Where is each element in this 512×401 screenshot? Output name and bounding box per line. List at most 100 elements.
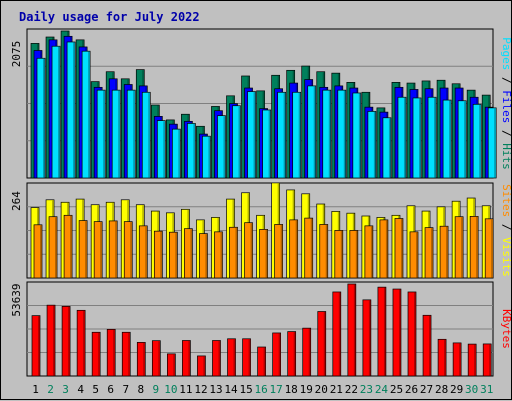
bar-kbytes-day-18: [287, 331, 297, 377]
bar-sites-day-16: [259, 229, 268, 279]
bar-shade: [358, 93, 361, 178]
bar-shade: [449, 100, 451, 178]
bar-shade: [128, 332, 130, 376]
bar-sites-day-30: [469, 216, 479, 279]
bar-shade: [459, 343, 461, 376]
x-tick-label-day-9: 9: [153, 383, 160, 396]
x-tick-label-day-4: 4: [77, 383, 84, 396]
bar-shade: [88, 51, 90, 178]
bar-kbytes-day-8: [136, 342, 146, 377]
bar-shade: [145, 226, 147, 278]
x-tick-label-day-14: 14: [224, 383, 238, 396]
bar-kbytes-day-1: [31, 315, 41, 377]
bar-pages-day-20: [322, 89, 332, 179]
bar-shade: [280, 224, 283, 278]
bar-pages-day-8: [141, 91, 151, 179]
bar-kbytes-day-28: [437, 338, 447, 377]
bar-shade: [100, 222, 102, 278]
bar-shade: [283, 92, 286, 178]
bar-shade: [85, 221, 87, 278]
legend-sites: Sites: [500, 184, 512, 217]
bar-pages-day-7: [126, 89, 136, 179]
bar-shade: [414, 292, 416, 376]
bar-shade: [193, 123, 195, 178]
bar-sites-day-18: [289, 219, 299, 279]
bar-shade: [431, 228, 433, 278]
x-tick-label-day-22: 22: [345, 383, 358, 396]
bar-shade: [263, 347, 266, 376]
x-tick-label-day-15: 15: [239, 383, 252, 396]
bar-pages-day-28: [442, 99, 452, 179]
bar-shade: [40, 225, 42, 278]
bar-kbytes-day-12: [197, 355, 206, 377]
bar-pages-day-29: [457, 100, 467, 179]
bar-sites-day-12: [199, 233, 208, 279]
bar-kbytes-day-19: [302, 327, 312, 377]
x-tick-label-day-2: 2: [47, 383, 54, 396]
bar-pages-day-6: [111, 89, 121, 179]
bar-kbytes-day-15: [242, 338, 251, 377]
bar-shade: [163, 121, 165, 178]
x-tick-label-day-26: 26: [405, 383, 418, 396]
bar-kbytes-day-6: [106, 329, 116, 377]
bar-shade: [464, 101, 466, 178]
bar-sites-day-1: [33, 224, 43, 279]
bar-pages-day-25: [397, 96, 407, 179]
bar-kbytes-day-9: [151, 340, 161, 377]
x-tick-label-day-21: 21: [330, 383, 343, 396]
bar-sites-day-10: [169, 231, 178, 279]
bar-kbytes-day-4: [76, 309, 86, 377]
bar-sites-day-26: [409, 231, 419, 279]
bar-sites-day-19: [304, 217, 314, 279]
bar-shade: [476, 216, 478, 278]
bar-sites-day-5: [93, 221, 103, 279]
bar-shade: [203, 356, 206, 376]
bar-kbytes-day-20: [317, 311, 327, 377]
bar-shade: [250, 223, 253, 278]
bar-pages-day-1: [36, 57, 46, 179]
bar-shade: [265, 229, 268, 278]
bar-shade: [178, 129, 180, 178]
bar-sites-day-13: [214, 231, 223, 279]
bar-kbytes-day-27: [422, 314, 432, 377]
bar-kbytes-day-29: [452, 342, 462, 377]
panel-top-max-label: 2075: [10, 41, 23, 68]
bar-kbytes-day-23: [362, 299, 372, 377]
bar-shade: [429, 315, 431, 376]
bar-shade: [444, 339, 446, 376]
bar-pages-day-5: [96, 89, 106, 179]
bar-kbytes-day-2: [46, 304, 56, 377]
x-tick-label-day-1: 1: [32, 383, 39, 396]
bar-shade: [55, 217, 57, 278]
bar-shade: [385, 220, 388, 278]
bar-shade: [115, 221, 117, 278]
x-tick-label-day-25: 25: [390, 383, 403, 396]
x-tick-label-day-30: 30: [465, 383, 478, 396]
bar-shade: [308, 328, 311, 376]
chart-title: Daily usage for July 2022: [19, 10, 200, 24]
bar-shade: [328, 90, 331, 178]
bar-shade: [343, 90, 346, 178]
bar-shade: [400, 218, 403, 278]
x-tick-label-day-28: 28: [435, 383, 448, 396]
bar-shade: [133, 90, 135, 178]
bar-shade: [398, 289, 401, 376]
bar-shade: [461, 217, 463, 278]
bar-shade: [388, 118, 391, 178]
bar-shade: [416, 232, 418, 278]
bar-sites-day-8: [138, 225, 148, 279]
bar-sites-day-9: [153, 230, 163, 279]
bar-shade: [148, 92, 150, 178]
bar-shade: [218, 341, 221, 376]
bar-pages-day-9: [156, 120, 166, 179]
bar-shade: [253, 92, 256, 178]
legend-separator: /: [500, 70, 512, 90]
bar-kbytes-day-16: [257, 346, 266, 377]
x-tick-label-day-18: 18: [285, 383, 298, 396]
bar-sites-day-17: [274, 224, 283, 279]
x-tick-label-day-8: 8: [137, 383, 144, 396]
bar-shade: [175, 232, 177, 278]
bar-pages-day-30: [472, 103, 482, 179]
